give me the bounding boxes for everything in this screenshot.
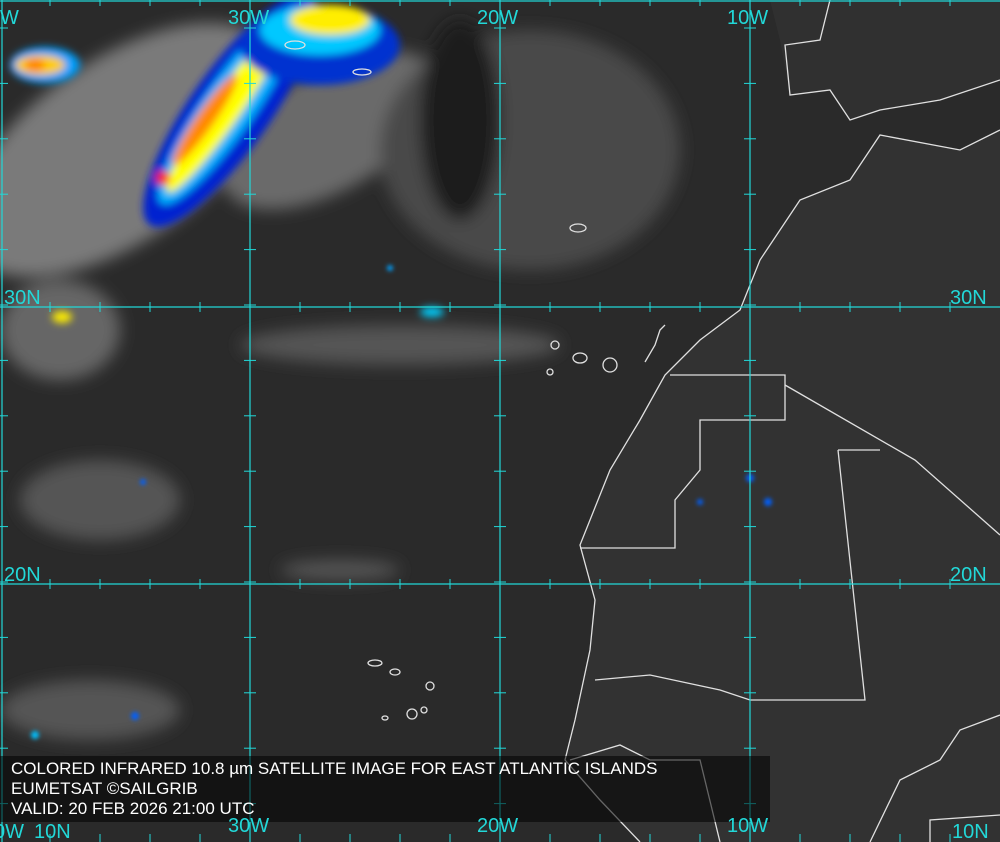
grid-label-top-20w: 20W	[477, 7, 519, 29]
clouds-cold-tops	[10, 0, 444, 323]
grid-label-bottom-30w: 30W	[228, 815, 270, 837]
grid-label-bottom-40w: 0W	[0, 821, 24, 842]
caption-box: COLORED INFRARED 10.8 µm SATELLITE IMAGE…	[0, 756, 770, 822]
grid-label-bottom-10w: 10W	[727, 815, 769, 837]
clouds-gray	[0, 20, 680, 740]
grid-label-right-30n: 30N	[950, 287, 987, 309]
graticule-ticks	[0, 0, 951, 842]
grid-label-left-10n: 10N	[34, 821, 71, 842]
grid-label-top-40w: W	[0, 7, 19, 29]
coastlines	[284, 0, 1000, 842]
grid-label-left-30n: 30N	[4, 287, 41, 309]
grid-label-bottom-20w: 20W	[477, 815, 519, 837]
africa-land	[565, 130, 1000, 842]
grid-label-top-10w: 10W	[727, 7, 769, 29]
iberia-land	[770, 0, 1000, 120]
caption-valid-time: VALID: 20 FEB 2026 21:00 UTC	[11, 799, 255, 818]
clouds-small-cells	[31, 265, 772, 739]
grid-label-right-20n: 20N	[950, 564, 987, 586]
caption-title: COLORED INFRARED 10.8 µm SATELLITE IMAGE…	[11, 759, 658, 778]
grid-label-top-30w: 30W	[228, 7, 270, 29]
grid-label-right-10n: 10N	[952, 821, 989, 842]
caption-source: EUMETSAT ©SAILGRIB	[11, 779, 198, 798]
grid-label-left-20n: 20N	[4, 564, 41, 586]
